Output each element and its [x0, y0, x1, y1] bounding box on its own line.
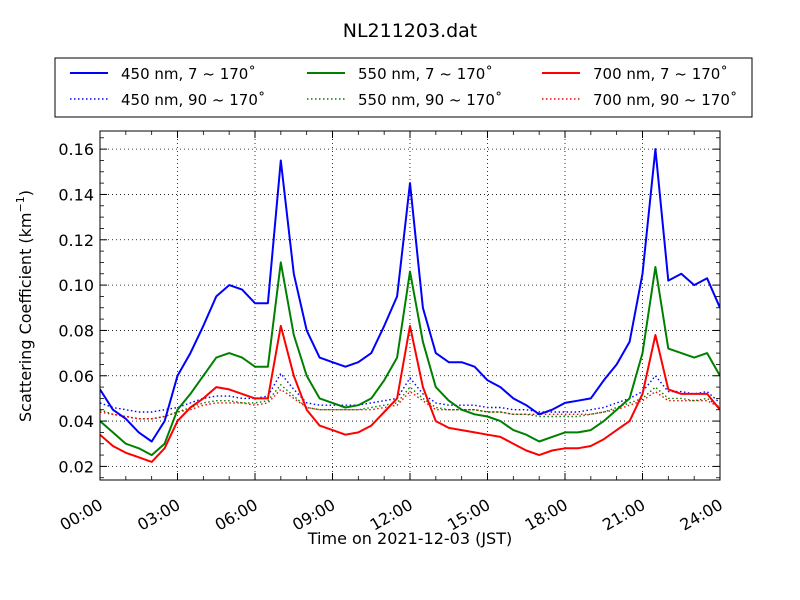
- series-layer: [100, 148, 720, 463]
- legend-frame: [54, 57, 753, 118]
- legend-label: 550 nm, 7 ~ 170˚: [358, 65, 493, 83]
- y-tick-label: 0.10: [58, 276, 94, 295]
- y-tick-label: 0.08: [58, 321, 94, 340]
- legend-label: 450 nm, 7 ~ 170˚: [121, 65, 256, 83]
- y-tick-label: 0.12: [58, 231, 94, 250]
- legend-label: 700 nm, 90 ~ 170˚: [593, 91, 737, 109]
- legend-label: 450 nm, 90 ~ 170˚: [121, 91, 265, 109]
- y-tick-label: 0.06: [58, 367, 94, 386]
- series-line-450nm-total: [100, 148, 720, 443]
- y-axis-label: Scattering Coefficient (km−1): [14, 190, 35, 422]
- series-line-700nm-total: [100, 324, 720, 463]
- y-tick-label: 0.16: [58, 140, 94, 159]
- series-line-450nm-back: [100, 372, 720, 413]
- legend: 450 nm, 7 ~ 170˚ 450 nm, 90 ~ 170˚ 550 nm,…: [54, 57, 753, 118]
- legend-label: 700 nm, 7 ~ 170˚: [593, 65, 728, 83]
- x-axis-label: Time on 2021-12-03 (JST): [307, 529, 512, 548]
- y-tick-label: 0.02: [58, 457, 94, 476]
- y-axis-label-main: Scattering Coefficient (km: [16, 212, 35, 422]
- y-axis-label-close: ): [16, 190, 35, 196]
- y-tick-label: 0.14: [58, 185, 94, 204]
- chart-title: NL211203.dat: [343, 20, 478, 42]
- y-axis-label-exponent: −1: [14, 196, 27, 212]
- series-line-550nm-total: [100, 261, 720, 457]
- grid-lines: [99, 131, 721, 480]
- y-tick-label: 0.04: [58, 412, 94, 431]
- legend-label: 550 nm, 90 ~ 170˚: [358, 91, 502, 109]
- legend-items: 450 nm, 7 ~ 170˚ 450 nm, 90 ~ 170˚ 550 nm,…: [70, 65, 737, 109]
